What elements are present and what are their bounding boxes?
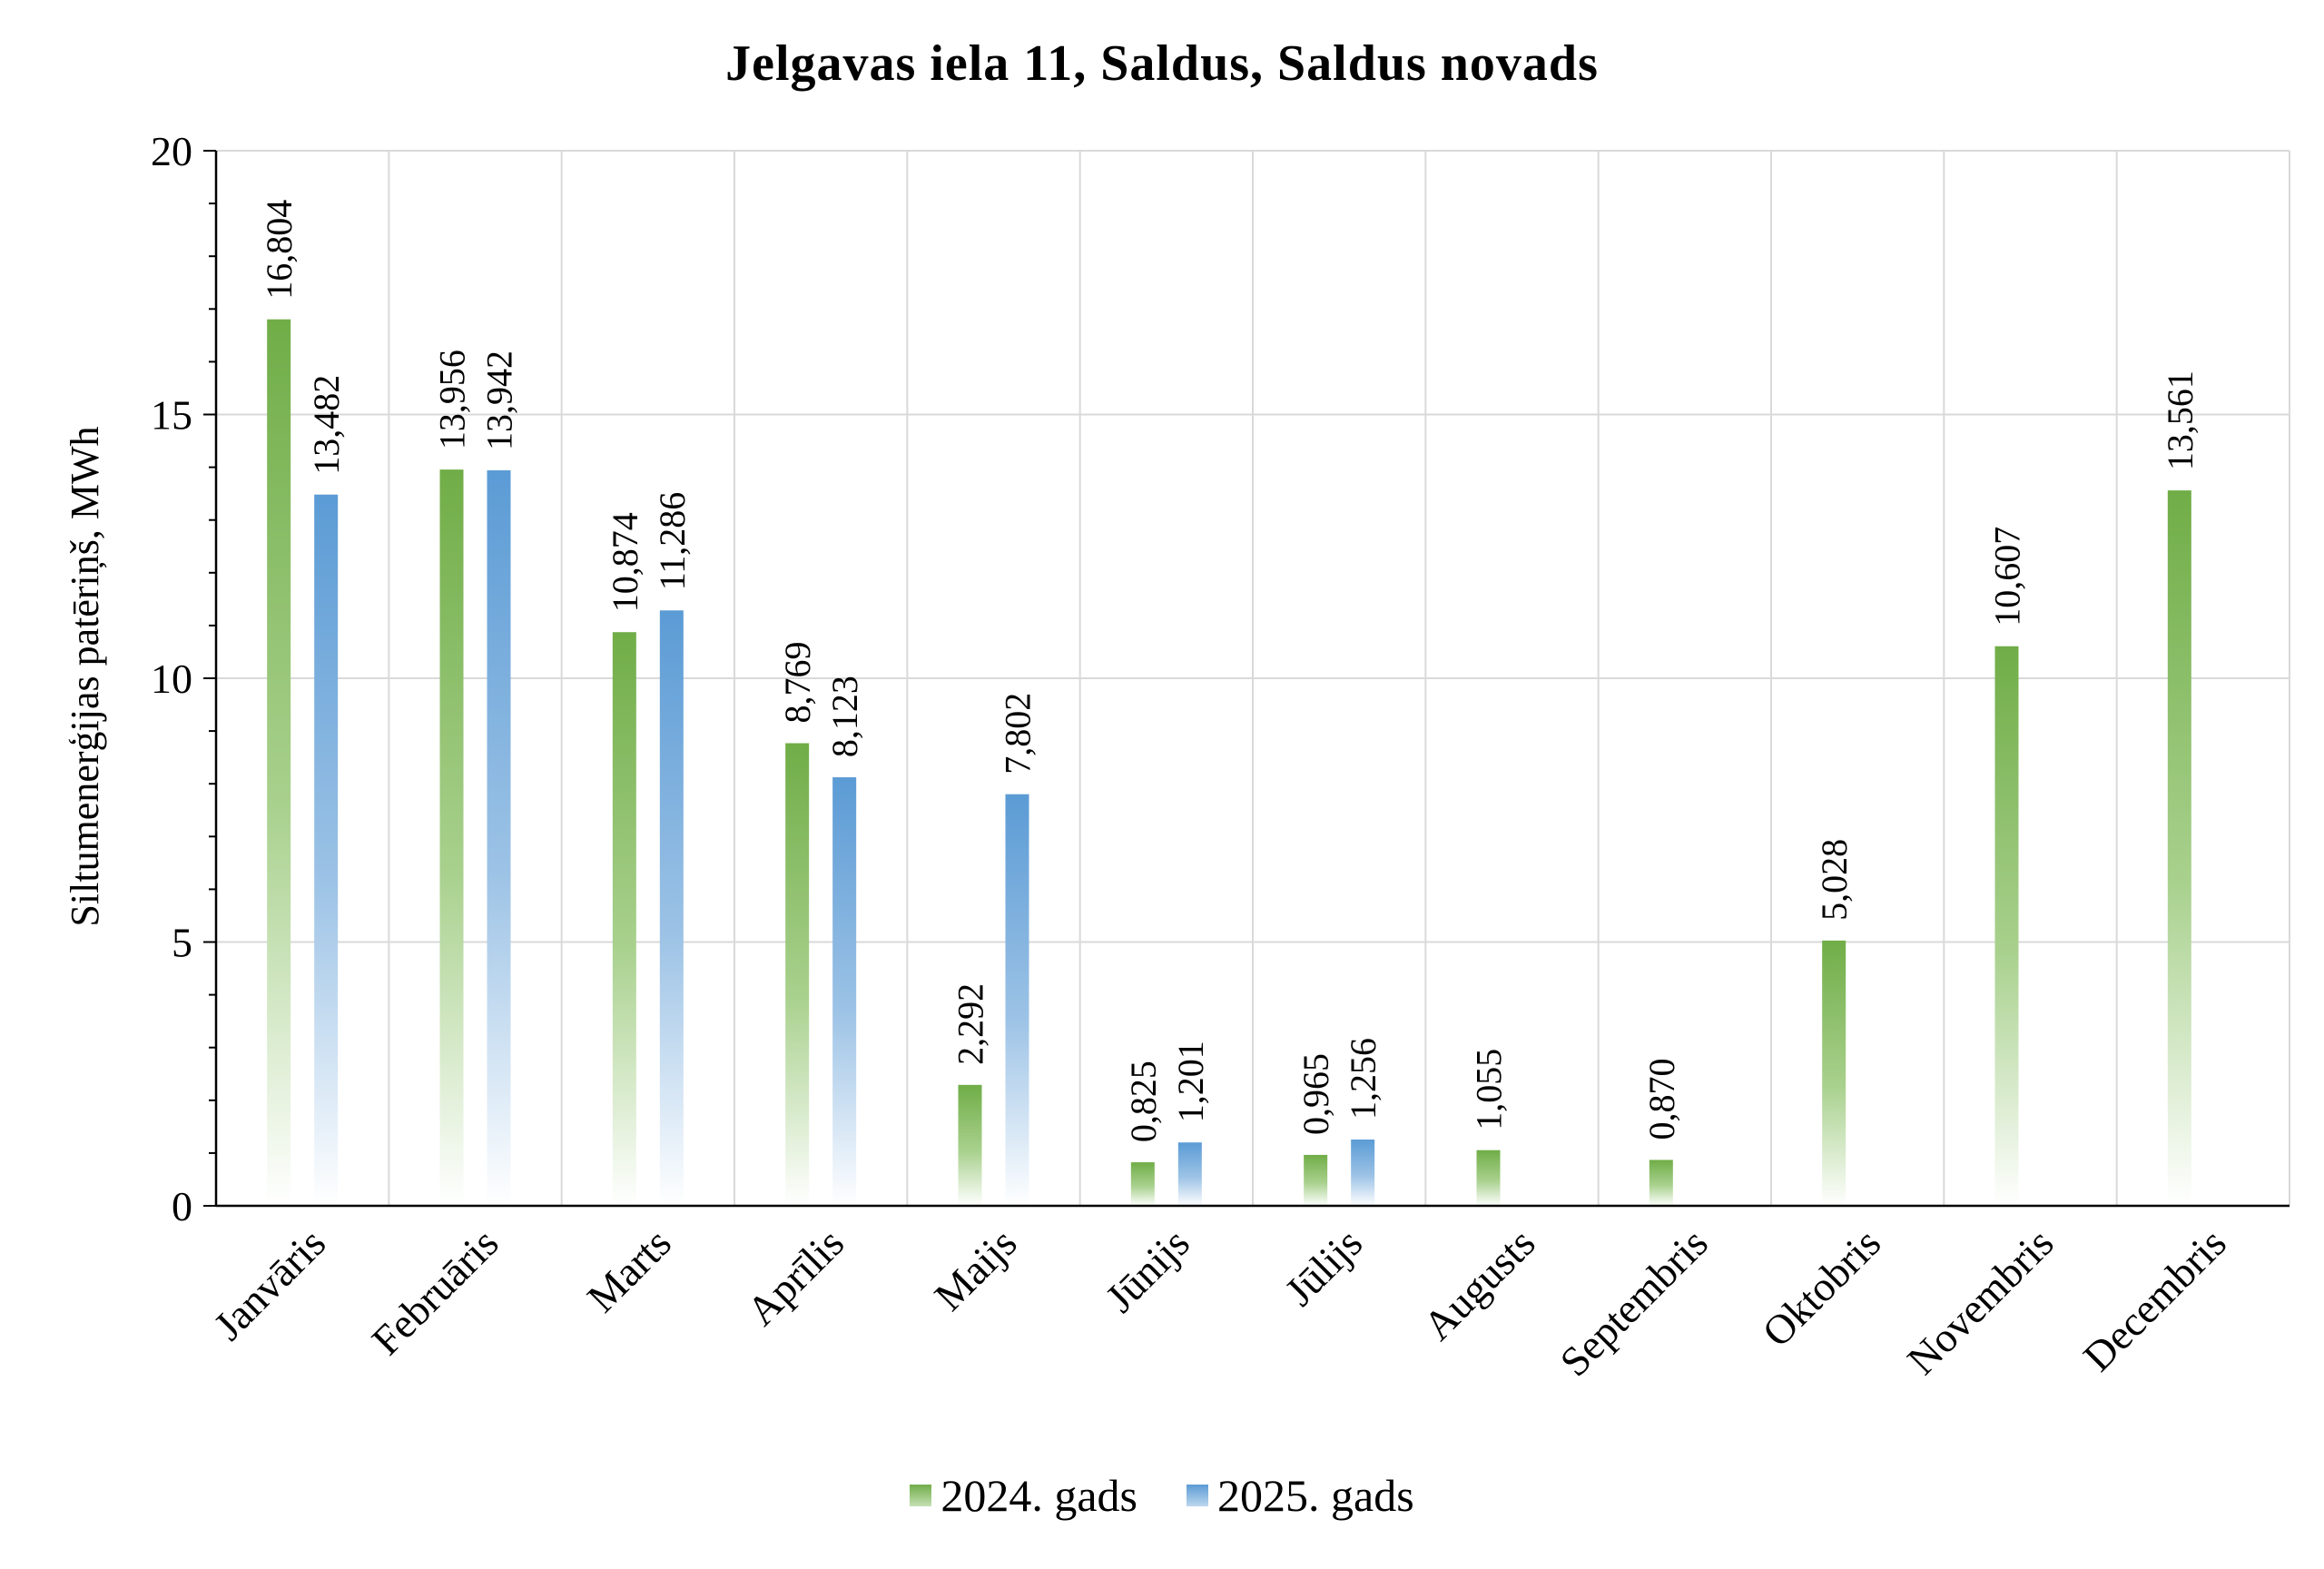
- legend-item-2024: 2024. gads: [910, 1469, 1137, 1522]
- data-label: 13,942: [479, 350, 520, 450]
- bar-2024: [612, 632, 636, 1206]
- bar-2025: [314, 494, 339, 1206]
- data-label: 8,769: [777, 642, 818, 724]
- data-label: 0,965: [1295, 1053, 1336, 1135]
- data-label: 8,123: [824, 676, 865, 757]
- bar-2024: [267, 319, 291, 1206]
- x-tick-label: Janvāris: [205, 1219, 335, 1349]
- bar-2025: [1005, 794, 1029, 1206]
- data-label: 13,561: [2160, 370, 2201, 470]
- bars: [267, 319, 2191, 1206]
- legend-label-2024: 2024. gads: [940, 1470, 1137, 1521]
- y-axis-title: Siltumenerģijas patēriņš, MWh: [63, 426, 107, 926]
- data-label: 1,256: [1343, 1038, 1384, 1120]
- x-tick-label: Decembris: [2074, 1219, 2235, 1380]
- data-label: 1,055: [1469, 1049, 1510, 1130]
- data-label: 0,870: [1641, 1058, 1682, 1140]
- axes: 0 5 10 15 20 Janvāris Februāris Marts Aprīlis Mai…: [151, 128, 2290, 1385]
- bar-2024: [958, 1084, 982, 1206]
- x-tick-label: Aprīlis: [738, 1219, 852, 1334]
- bar-2024: [1649, 1159, 1673, 1206]
- data-label: 1,201: [1170, 1041, 1211, 1122]
- legend-label-2025: 2025. gads: [1217, 1470, 1414, 1521]
- y-tick-label: 10: [151, 656, 192, 702]
- x-tick-label: Jūnijs: [1097, 1219, 1198, 1321]
- bar-2024: [785, 743, 810, 1206]
- data-label: 5,028: [1814, 839, 1855, 921]
- data-label: 16,804: [259, 200, 300, 300]
- legend: 2024. gads 2025. gads: [0, 1469, 2324, 1522]
- bar-2025: [1177, 1142, 1202, 1206]
- data-label: 2,292: [950, 983, 991, 1065]
- gridlines: [216, 150, 2290, 1206]
- bar-2025: [832, 777, 857, 1206]
- data-label: 7,802: [998, 693, 1039, 775]
- x-tick-label: Septembris: [1551, 1219, 1716, 1385]
- y-tick-label: 0: [172, 1183, 192, 1229]
- legend-item-2025: 2025. gads: [1187, 1469, 1414, 1522]
- x-tick-label: Novembris: [1898, 1219, 2063, 1384]
- bar-2024: [1994, 646, 2019, 1206]
- x-tick-label: Oktobris: [1753, 1219, 1889, 1356]
- bar-2024: [1822, 940, 1846, 1206]
- y-tick-label: 15: [151, 392, 192, 439]
- x-tick-label: Jūlijs: [1275, 1219, 1371, 1315]
- bar-2024: [1304, 1154, 1328, 1206]
- data-label: 0,825: [1123, 1061, 1164, 1142]
- data-label: 10,874: [605, 512, 645, 612]
- y-tick-label: 5: [172, 920, 192, 966]
- data-label: 11,286: [652, 492, 693, 591]
- bar-2024: [2167, 490, 2191, 1206]
- x-tick-label: Maijs: [925, 1219, 1025, 1319]
- bar-2024: [1476, 1150, 1501, 1206]
- chart-title: Jelgavas iela 11, Saldus, Saldus novads: [725, 35, 1599, 92]
- legend-swatch-green: [910, 1485, 932, 1506]
- bar-2025: [659, 610, 684, 1206]
- bar-2024: [1130, 1162, 1155, 1206]
- y-tick-label: 20: [151, 128, 192, 174]
- x-tick-label: Augusts: [1414, 1219, 1544, 1349]
- bar-2025: [1351, 1140, 1375, 1206]
- x-tick-label: Februāris: [363, 1219, 507, 1364]
- bar-2025: [487, 469, 511, 1206]
- bar-2024: [439, 469, 464, 1206]
- legend-swatch-blue: [1187, 1485, 1208, 1506]
- x-tick-label: Marts: [578, 1219, 680, 1321]
- data-label: 10,607: [1987, 527, 2028, 627]
- data-label: 13,956: [432, 350, 473, 449]
- data-label: 13,482: [306, 375, 347, 475]
